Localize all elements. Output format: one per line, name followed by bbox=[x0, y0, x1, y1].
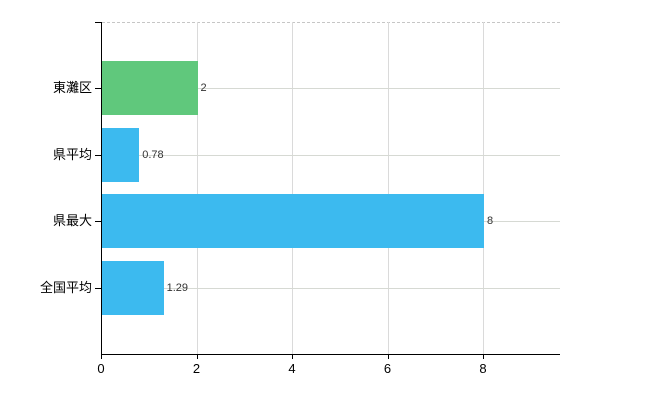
x-tick-label: 6 bbox=[383, 361, 392, 376]
x-gridline bbox=[196, 22, 198, 354]
category-gridline bbox=[102, 88, 560, 90]
x-axis-tick bbox=[292, 355, 293, 359]
category-label: 全国平均 bbox=[39, 279, 92, 295]
plot-top-border bbox=[102, 22, 560, 23]
category-label: 県最大 bbox=[52, 213, 92, 229]
x-axis-tick bbox=[483, 355, 484, 359]
x-gridline bbox=[292, 22, 293, 354]
y-axis-top-tick bbox=[95, 22, 101, 23]
x-axis-line bbox=[101, 354, 560, 355]
category-gridline bbox=[102, 287, 560, 289]
x-gridline bbox=[483, 22, 484, 354]
bar-value-label: 8 bbox=[487, 215, 494, 228]
category-gridline bbox=[102, 154, 560, 156]
bar bbox=[102, 127, 140, 182]
category-label: 県平均 bbox=[52, 146, 92, 162]
x-gridline bbox=[387, 22, 389, 354]
x-tick-label: 8 bbox=[479, 361, 487, 376]
x-axis-tick bbox=[196, 355, 198, 359]
category-tick bbox=[95, 154, 101, 156]
bar bbox=[102, 260, 164, 315]
bar bbox=[102, 61, 198, 116]
category-tick bbox=[95, 88, 101, 90]
category-label: 東灘区 bbox=[52, 80, 92, 96]
x-axis-tick bbox=[101, 355, 102, 359]
y-axis-line bbox=[101, 22, 102, 359]
x-axis-tick bbox=[387, 355, 389, 359]
bar bbox=[102, 194, 484, 249]
x-tick-label: 2 bbox=[192, 361, 201, 376]
x-tick-label: 4 bbox=[288, 361, 296, 376]
bar-value-label: 1.29 bbox=[166, 281, 189, 294]
x-tick-label: 0 bbox=[97, 361, 105, 376]
bar-value-label: 0.78 bbox=[142, 148, 164, 161]
bar-value-label: 2 bbox=[200, 82, 207, 95]
category-tick bbox=[95, 221, 101, 223]
category-tick bbox=[95, 287, 101, 289]
